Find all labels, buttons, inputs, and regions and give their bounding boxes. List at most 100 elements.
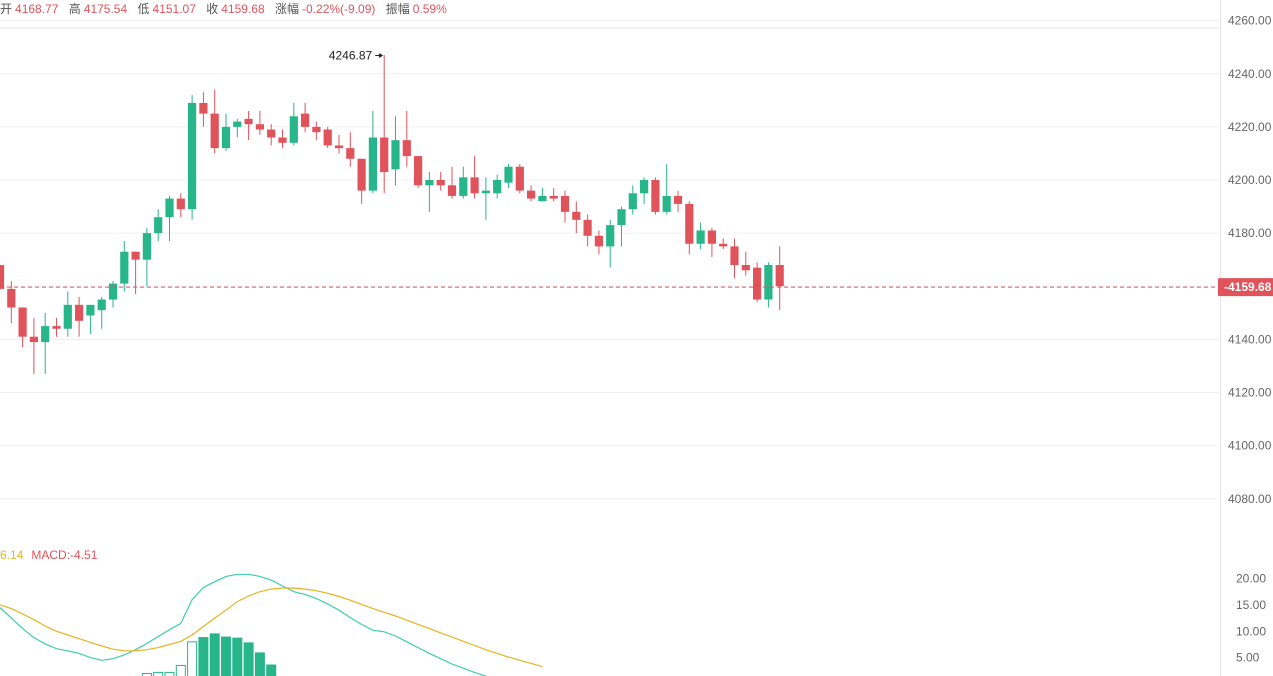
candle-body <box>52 326 61 329</box>
price-axis-tick-label: 4080.00 <box>1228 492 1272 506</box>
macd-histogram-bar <box>221 636 231 676</box>
candle <box>7 280 16 324</box>
candle <box>459 166 468 199</box>
ohlc-header: 开 4168.77 高 4175.54 低 4151.07 收 4159.68 涨幅 -0… <box>0 0 454 18</box>
candle-body <box>131 251 140 260</box>
open-value: 4168.77 <box>15 2 59 16</box>
candle <box>199 92 208 127</box>
candle-body <box>662 195 671 212</box>
macd-histogram-bar <box>198 637 209 676</box>
macd-histogram-bar <box>153 671 164 676</box>
candle-body <box>741 265 750 271</box>
candle <box>560 190 570 223</box>
price-axis-tick-label: 4180.00 <box>1228 226 1272 240</box>
candle-body <box>493 180 502 194</box>
candle-body <box>673 195 683 204</box>
macd-legend: 6.14 MACD:-4.51 <box>0 546 97 564</box>
candle <box>108 280 118 308</box>
candle <box>41 312 50 374</box>
candle-body <box>538 195 547 202</box>
candle-body <box>730 246 739 265</box>
candle-body <box>436 180 445 186</box>
candle-body <box>594 235 603 247</box>
candle-body <box>97 299 106 311</box>
candle-body <box>560 195 570 212</box>
candle-body <box>425 180 434 186</box>
candle <box>312 121 321 141</box>
macd-axis-tick-label: 15.00 <box>1236 598 1266 612</box>
candle <box>289 102 298 146</box>
macd-axis-tick-label: 20.00 <box>1236 572 1266 586</box>
macd-histogram-bar <box>232 637 243 676</box>
candle-body <box>583 219 592 236</box>
macd-axis-tick-label: 5.00 <box>1236 651 1260 665</box>
candle-body <box>391 140 400 170</box>
candle <box>131 251 140 295</box>
candle-body <box>753 267 762 300</box>
candle <box>730 238 739 279</box>
candle <box>323 126 332 149</box>
candle-body <box>707 230 716 244</box>
candle <box>481 177 490 220</box>
candle <box>640 177 649 204</box>
candle <box>357 158 366 204</box>
candle <box>380 55 389 194</box>
candle-body <box>549 195 558 199</box>
candle <box>673 190 683 212</box>
candle <box>267 124 276 146</box>
price-axis-tick-label: 4260.00 <box>1228 14 1272 28</box>
candle <box>753 262 762 303</box>
low-value: 4151.07 <box>152 2 196 16</box>
candle <box>221 113 231 151</box>
candle-body <box>323 129 332 146</box>
candle-body <box>7 288 16 308</box>
price-axis-tick-label: 4240.00 <box>1228 67 1272 81</box>
open-label: 开 <box>0 2 13 16</box>
dif-line <box>0 573 488 676</box>
candle <box>52 318 61 337</box>
candle-body <box>357 158 366 191</box>
candle <box>334 134 344 154</box>
price-axis-tick-label: 4100.00 <box>1228 439 1272 453</box>
candle <box>572 201 581 234</box>
candle <box>176 193 185 218</box>
amplitude-value: 0.59% <box>412 2 447 16</box>
candle <box>538 187 547 202</box>
high-label: 高 <box>68 2 81 16</box>
candle <box>606 219 615 268</box>
candle-body <box>470 177 479 194</box>
candle <box>425 172 434 212</box>
candle-body <box>142 233 151 260</box>
candle <box>346 132 355 167</box>
close-label: 收 <box>206 2 219 16</box>
candle <box>594 230 603 255</box>
candle <box>741 251 750 276</box>
candle-body <box>628 193 637 210</box>
candle-body <box>75 304 84 321</box>
candle <box>142 227 151 287</box>
candle-body <box>572 211 581 220</box>
candle-body <box>301 113 310 127</box>
candle <box>515 164 524 194</box>
high-value: 4175.54 <box>83 2 128 16</box>
macd-histogram-bar <box>175 665 186 676</box>
candle-body <box>86 304 95 316</box>
candle-body <box>368 137 377 191</box>
candle-body <box>481 190 490 194</box>
candle <box>278 129 287 149</box>
candle <box>233 118 242 138</box>
candle <box>685 201 694 255</box>
candle-body <box>606 225 615 247</box>
candle-body <box>651 180 660 212</box>
candle-body <box>165 198 174 218</box>
candle <box>391 116 400 186</box>
candle <box>402 110 411 167</box>
candle <box>368 110 377 194</box>
candle-body <box>640 180 649 194</box>
candle <box>775 246 784 311</box>
candle <box>255 110 264 135</box>
candle-body <box>0 265 5 289</box>
candle-body <box>459 177 468 196</box>
change-value: -0.22%(-9.09) <box>302 2 376 16</box>
